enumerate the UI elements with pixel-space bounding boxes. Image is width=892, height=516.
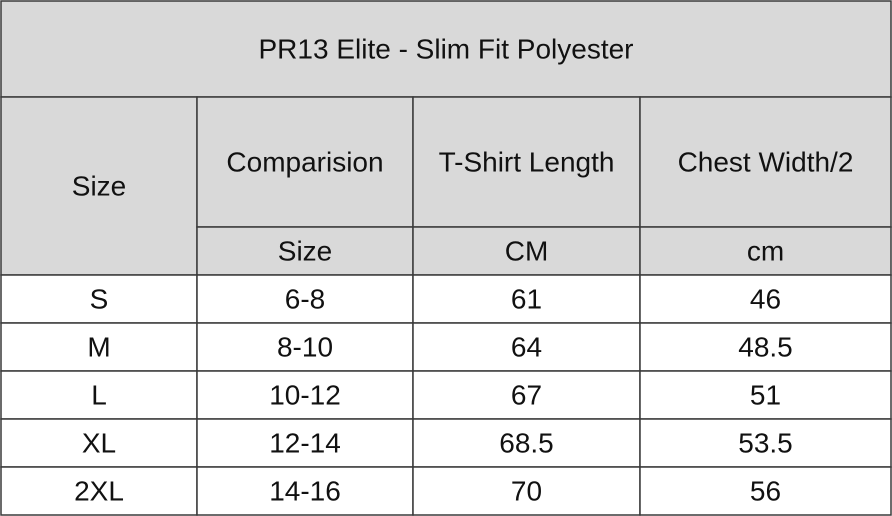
column-header: Comparision (226, 146, 383, 177)
cell (0, 0, 892, 98)
cell (639, 226, 892, 276)
column-header: Chest Width/2 (678, 146, 854, 177)
table-cell: 12-14 (269, 427, 341, 458)
cell (412, 418, 641, 468)
table-cell: 10-12 (269, 379, 341, 410)
cell (412, 96, 641, 228)
cell (0, 96, 198, 276)
table-cell: 64 (511, 331, 542, 362)
table-cell: 61 (511, 283, 542, 314)
table-cell: M (87, 331, 110, 362)
table-title: PR13 Elite - Slim Fit Polyester (259, 33, 634, 64)
cell (196, 370, 414, 420)
table-cell: 14-16 (269, 475, 341, 506)
cell (196, 322, 414, 372)
unit-header: CM (505, 235, 549, 266)
table-cell: 53.5 (738, 427, 793, 458)
table-cell: L (91, 379, 107, 410)
cell (196, 418, 414, 468)
cell (412, 226, 641, 276)
table-cell: S (90, 283, 109, 314)
cell (639, 274, 892, 324)
cell (196, 96, 414, 228)
table-cell: 68.5 (499, 427, 554, 458)
table-cell: 8-10 (277, 331, 333, 362)
table-cell: 46 (750, 283, 781, 314)
cell (0, 466, 198, 516)
cell (0, 370, 198, 420)
table-cell: 6-8 (285, 283, 325, 314)
cell (639, 418, 892, 468)
column-header: T-Shirt Length (439, 146, 615, 177)
table-cell: 67 (511, 379, 542, 410)
cell (412, 370, 641, 420)
cell (412, 466, 641, 516)
table-cell: 56 (750, 475, 781, 506)
cell (639, 370, 892, 420)
cell (639, 322, 892, 372)
table-cell: 48.5 (738, 331, 793, 362)
table-cell: 51 (750, 379, 781, 410)
table-cell: 2XL (74, 475, 124, 506)
table-cell: 70 (511, 475, 542, 506)
unit-header: Size (278, 235, 332, 266)
table-cell: XL (82, 427, 116, 458)
cell (0, 418, 198, 468)
unit-header: cm (747, 235, 784, 266)
cell (639, 466, 892, 516)
column-header: Size (72, 170, 126, 201)
cell (196, 274, 414, 324)
